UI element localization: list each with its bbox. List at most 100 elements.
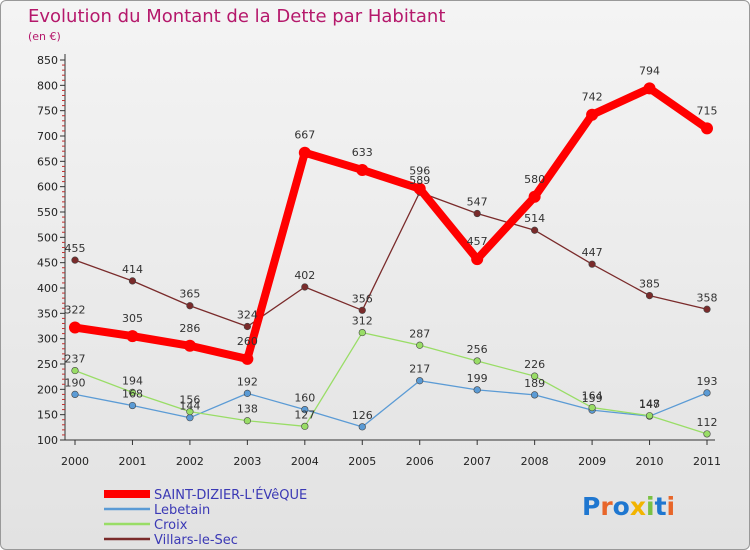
data-point (703, 430, 711, 438)
x-tick-label: 2008 (521, 455, 549, 468)
data-point (126, 330, 139, 343)
data-label: 287 (409, 327, 430, 340)
data-label: 193 (697, 375, 718, 388)
data-point (186, 408, 194, 416)
data-label: 385 (639, 278, 660, 291)
y-tick-label: 750 (37, 105, 58, 118)
data-point (528, 190, 541, 203)
logo-letter: i (646, 492, 655, 521)
logo-letter: r (600, 492, 613, 521)
legend-label: Lebetain (154, 503, 210, 518)
y-tick-label: 450 (37, 257, 58, 270)
logo-letter: x (630, 492, 646, 521)
data-point (473, 209, 481, 218)
x-tick-label: 2003 (233, 455, 261, 468)
data-point (416, 341, 424, 349)
data-point (128, 401, 137, 410)
data-label: 402 (294, 269, 315, 282)
data-point (471, 253, 484, 266)
data-label: 138 (237, 403, 258, 416)
series-line-2 (74, 331, 708, 435)
data-label: 447 (582, 246, 603, 259)
data-label: 226 (524, 358, 545, 371)
series-line-3 (74, 191, 708, 328)
data-label: 147 (639, 398, 660, 411)
y-tick-label: 250 (37, 358, 58, 371)
data-point (531, 226, 539, 234)
data-label: 580 (524, 173, 545, 186)
data-label: 199 (467, 372, 488, 385)
data-point (186, 302, 194, 310)
y-tick-label: 700 (37, 130, 58, 143)
data-point (301, 422, 309, 430)
data-label: 189 (524, 377, 545, 390)
chart-subtitle: (en €) (28, 30, 61, 43)
data-label: 127 (294, 408, 315, 421)
logo-letter: P (582, 492, 600, 521)
y-tick-label: 850 (37, 54, 58, 67)
x-tick-label: 2011 (693, 455, 721, 468)
data-label: 358 (697, 291, 718, 304)
data-label: 457 (467, 235, 488, 248)
data-label: 237 (65, 353, 86, 366)
data-label: 794 (639, 64, 660, 77)
data-label: 164 (582, 390, 603, 403)
data-label: 312 (352, 315, 373, 328)
data-point (473, 386, 481, 394)
data-point (301, 406, 309, 414)
chart-title: Evolution du Montant de la Dette par Hab… (28, 6, 445, 27)
data-label: 322 (65, 304, 86, 317)
data-label: 596 (409, 165, 430, 178)
data-label: 286 (179, 322, 200, 335)
data-point (701, 122, 713, 135)
data-point (413, 182, 426, 195)
data-label: 667 (294, 129, 315, 142)
data-point (128, 388, 137, 396)
data-point (703, 389, 711, 397)
data-label: 547 (467, 196, 488, 209)
data-label: 589 (409, 174, 430, 187)
logo-letter: i (667, 492, 676, 521)
data-label: 256 (467, 343, 488, 356)
data-point (531, 391, 539, 399)
data-point (71, 366, 79, 375)
x-tick-label: 2000 (61, 455, 89, 468)
y-tick-label: 800 (37, 79, 58, 92)
x-tick-label: 2009 (578, 455, 606, 468)
data-point (643, 82, 656, 95)
data-label: 156 (179, 394, 200, 407)
data-label: 633 (352, 146, 373, 159)
y-tick-label: 400 (37, 282, 58, 295)
data-label: 356 (352, 292, 373, 305)
data-point (586, 108, 599, 121)
data-point (128, 277, 137, 285)
data-label: 194 (122, 374, 143, 387)
data-point (243, 417, 251, 425)
axes: 100 150 200 250 300 350 400 450 500 550 600 650 700 7… (37, 54, 721, 468)
data-label: 112 (697, 416, 718, 429)
x-tick-label: 2005 (348, 455, 376, 468)
data-label: 514 (524, 212, 545, 225)
series-line-1 (74, 380, 708, 428)
data-point (588, 403, 596, 412)
data-label: 126 (352, 409, 373, 422)
data-point (186, 414, 194, 422)
data-label: 365 (179, 288, 200, 301)
y-tick-label: 150 (37, 409, 58, 422)
data-label: 260 (237, 335, 258, 348)
x-tick-label: 2004 (291, 455, 319, 468)
legend-label: SAINT-DIZIER-L'ÉVêQUE (154, 487, 307, 503)
data-point (645, 412, 654, 420)
data-label: 168 (122, 388, 143, 401)
x-tick-label: 2010 (636, 455, 664, 468)
data-point (243, 389, 251, 397)
x-tick-label: 2001 (118, 455, 146, 468)
series-layer (69, 82, 713, 438)
data-label: 324 (237, 309, 258, 322)
data-point (358, 306, 366, 314)
y-tick-label: 550 (37, 206, 58, 219)
data-label: 305 (122, 312, 143, 325)
y-tick-label: 650 (37, 155, 58, 168)
